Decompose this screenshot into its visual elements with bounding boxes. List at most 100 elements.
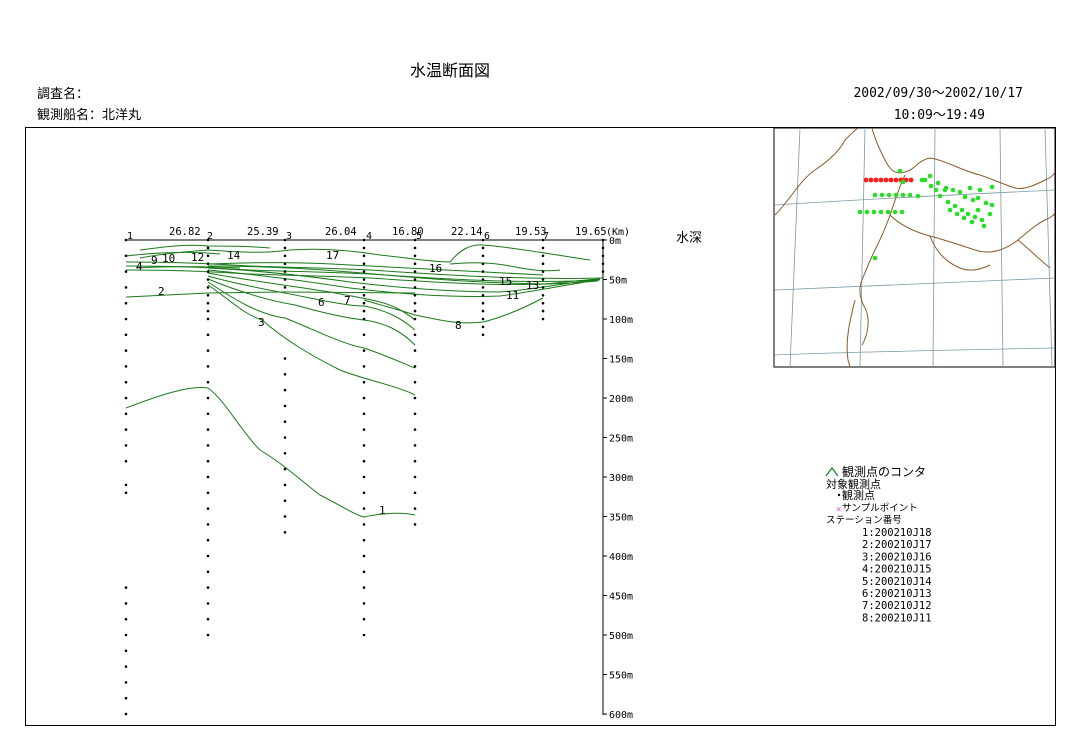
observation-dot [362, 333, 366, 337]
observation-dot [413, 270, 417, 273]
map-coast-line [774, 127, 859, 216]
observation-dot [413, 491, 417, 495]
map-survey-dot [863, 177, 869, 183]
map-station-dot [979, 217, 985, 223]
observation-dot [124, 333, 128, 337]
depth-tick-label: 500m [609, 631, 633, 642]
observation-dot [124, 649, 128, 653]
legend-station-item: 3:200210J16 [862, 551, 932, 563]
contour-label: 16 [429, 262, 442, 275]
map-survey-dot [878, 177, 884, 183]
map-station-dot [981, 223, 987, 229]
distance-label: 19.65 [575, 226, 607, 238]
observation-dot [206, 491, 210, 495]
observation-dot [124, 428, 128, 431]
contour-line [139, 244, 591, 263]
distance-label: 16.80 [392, 226, 424, 238]
observation-dot [413, 428, 417, 431]
observation-dot [413, 349, 417, 352]
observation-dot [124, 254, 128, 258]
observation-dot [413, 262, 417, 266]
observation-dot [541, 286, 545, 289]
map-station-dot [897, 168, 903, 174]
observation-dot [124, 365, 128, 368]
station-label: 6 [484, 231, 490, 242]
map-station-dot [961, 215, 967, 221]
observation-dot [283, 278, 287, 281]
contour-line [207, 275, 416, 331]
observation-dot [206, 262, 210, 266]
observation-dot [206, 444, 210, 447]
observation-dot [206, 286, 210, 289]
observation-dot [206, 278, 210, 281]
observation-dot [362, 617, 366, 621]
observation-dot [413, 365, 417, 368]
observation-dot [413, 444, 417, 447]
observation-dot [481, 270, 485, 273]
observation-dot [206, 617, 210, 621]
observation-dot [413, 459, 417, 463]
map-station-dot [967, 185, 973, 191]
observation-dot [124, 696, 128, 700]
ship-name-label: 観測船名：北洋丸 [37, 108, 142, 123]
map-station-dot [933, 187, 939, 193]
station-label: 7 [543, 231, 549, 242]
observation-dot [206, 365, 210, 368]
contour-line [207, 281, 416, 369]
observation-dot [413, 309, 417, 313]
depth-tick-label: 200m [609, 394, 633, 405]
map-station-dot [900, 192, 906, 198]
observation-dot [283, 436, 287, 439]
contour-label: 6 [318, 296, 325, 309]
observation-dot [362, 538, 366, 542]
depth-tick-label: 550m [609, 671, 633, 682]
map-grid-line [859, 127, 866, 368]
map-station-dot [864, 209, 870, 215]
map-station-dot [962, 194, 968, 200]
observation-dot [283, 254, 287, 258]
map-grid-line [999, 127, 1004, 368]
observation-dot [124, 483, 128, 487]
legend-target-label: 対象観測点 [826, 477, 881, 491]
depth-tick-label: 600m [609, 710, 633, 721]
contour-label: 8 [455, 319, 462, 332]
observation-dot [413, 523, 417, 526]
depth-tick-label: 250m [609, 434, 633, 445]
map-station-dot [886, 192, 892, 198]
observation-dot [206, 538, 210, 542]
map-station-dot [872, 255, 878, 261]
observation-dot [206, 507, 210, 510]
legend-point-label: 観測点 [842, 488, 875, 502]
contour-label: 11 [506, 289, 519, 302]
map-survey-dot [873, 177, 879, 183]
distance-label: 26.04 [325, 226, 357, 238]
distance-label: 25.39 [247, 226, 279, 238]
map-station-dot [975, 207, 981, 213]
observation-dot [362, 246, 366, 250]
map-station-dot [915, 193, 921, 199]
map-station-dot [970, 197, 976, 203]
time-range: 10:09～19:49 [893, 108, 985, 123]
observation-dot [481, 317, 485, 321]
map-coast-line [1017, 239, 1051, 269]
map-coast-line [846, 299, 856, 368]
observation-dot [283, 404, 287, 408]
observation-dot [541, 301, 545, 305]
depth-tick-label: 400m [609, 552, 633, 563]
map-station-dot [989, 184, 995, 190]
contour-label: 9 [151, 254, 158, 267]
map-grid-line [789, 127, 801, 368]
legend-sample-mark: × [836, 505, 841, 515]
legend-station-item: 5:200210J14 [862, 576, 932, 588]
observation-dot [362, 365, 366, 368]
observation-dot [541, 317, 545, 321]
observation-dot [413, 286, 417, 289]
map-station-dot [945, 199, 951, 205]
observation-dot [124, 602, 128, 605]
contour-label: 15 [499, 275, 512, 288]
map-grid-line [774, 347, 1056, 356]
legend-point-mark [837, 493, 841, 497]
observation-dot [206, 396, 210, 400]
contour-label: 4 [136, 260, 143, 273]
